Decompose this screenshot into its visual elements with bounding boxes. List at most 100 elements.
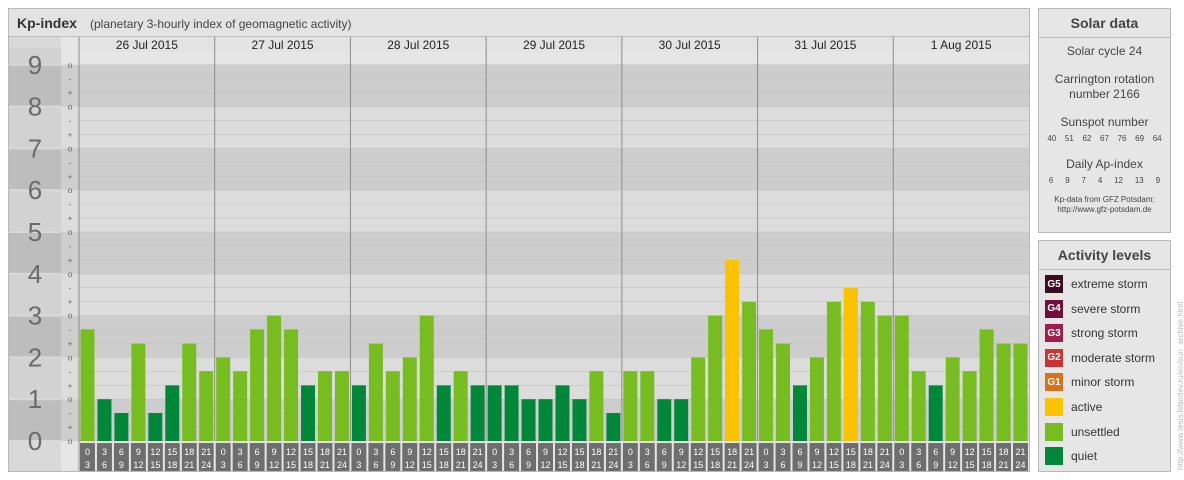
hour-start-label: 21 bbox=[1016, 447, 1026, 457]
legend-item-active: active bbox=[1045, 397, 1102, 417]
kp-bar bbox=[843, 287, 858, 441]
y-subtick-label: - bbox=[69, 200, 72, 209]
hour-start-label: 18 bbox=[591, 447, 601, 457]
kp-bar bbox=[233, 371, 248, 441]
y-subtick-label: - bbox=[69, 242, 72, 251]
hour-end-label: 9 bbox=[797, 460, 802, 470]
hour-end-label: 3 bbox=[899, 460, 904, 470]
legend-item-strong-storm: G3 strong storm bbox=[1045, 323, 1138, 343]
legend-item-unsettled: unsettled bbox=[1045, 422, 1120, 442]
y-label-cell bbox=[9, 233, 61, 273]
kp-bar bbox=[402, 357, 417, 441]
y-tick-label: 6 bbox=[28, 175, 42, 205]
hour-label-cell bbox=[436, 443, 452, 471]
hour-end-label: 12 bbox=[133, 460, 143, 470]
data-source-label: Kp-data from GFZ Potsdam: bbox=[1054, 195, 1155, 204]
hour-label-cell bbox=[894, 443, 910, 471]
kp-bar bbox=[623, 371, 638, 441]
kp-bar bbox=[589, 371, 604, 441]
hour-end-label: 15 bbox=[557, 460, 567, 470]
hour-end-label: 21 bbox=[184, 460, 194, 470]
hour-start-label: 12 bbox=[286, 447, 296, 457]
legend-label: extreme storm bbox=[1071, 277, 1148, 291]
y-subtick-label: o bbox=[68, 61, 73, 70]
kp-bar bbox=[334, 371, 349, 441]
kp-bar bbox=[267, 315, 282, 441]
hour-label-cell bbox=[555, 443, 570, 471]
hour-start-label: 9 bbox=[136, 447, 141, 457]
hour-end-label: 3 bbox=[628, 460, 633, 470]
hour-start-label: 6 bbox=[526, 447, 531, 457]
hour-start-label: 18 bbox=[999, 447, 1009, 457]
watermark-text: http://www.tesis.lebedev.ru/en/sun_archi… bbox=[1176, 301, 1184, 470]
ap-index-value: 4 bbox=[1097, 176, 1103, 185]
sunspot-value: 69 bbox=[1135, 134, 1145, 143]
hour-end-label: 3 bbox=[764, 460, 769, 470]
kp-bar bbox=[318, 371, 332, 441]
hour-end-label: 21 bbox=[591, 460, 601, 470]
hour-start-label: 0 bbox=[492, 447, 497, 457]
legend-swatch: G4 bbox=[1045, 299, 1063, 318]
hour-end-label: 3 bbox=[221, 460, 226, 470]
hour-label-cell bbox=[419, 443, 435, 471]
hour-start-label: 21 bbox=[608, 447, 618, 457]
legend-swatch: G1 bbox=[1045, 373, 1063, 392]
hour-start-label: 15 bbox=[574, 447, 584, 457]
hour-label-cell bbox=[113, 443, 129, 471]
hour-end-label: 9 bbox=[662, 460, 667, 470]
hour-label-cell bbox=[843, 443, 859, 471]
hour-end-label: 12 bbox=[676, 460, 686, 470]
hour-start-label: 9 bbox=[950, 447, 955, 457]
kp-bar bbox=[555, 385, 570, 441]
y-tick-label: 2 bbox=[28, 342, 42, 372]
hour-end-label: 24 bbox=[608, 460, 618, 470]
y-subtick-label: o bbox=[68, 353, 73, 362]
hour-start-label: 0 bbox=[899, 447, 904, 457]
kp-bar bbox=[725, 260, 740, 441]
hour-end-label: 15 bbox=[286, 460, 296, 470]
hour-label-cell bbox=[1013, 443, 1028, 471]
hour-end-label: 9 bbox=[390, 460, 395, 470]
kp-bar bbox=[114, 412, 129, 441]
y-tick-label: 0 bbox=[28, 426, 42, 456]
legend-item-moderate-storm: G2 moderate storm bbox=[1045, 348, 1155, 368]
hour-label-cell bbox=[758, 443, 774, 471]
hour-label-cell bbox=[249, 443, 265, 471]
legend-item-quiet: quiet bbox=[1045, 446, 1097, 466]
kp-bar bbox=[80, 329, 95, 441]
kp-bar bbox=[674, 399, 689, 441]
data-source-link[interactable]: http://www.gfz-potsdam.de bbox=[1057, 205, 1152, 214]
hour-start-label: 12 bbox=[693, 447, 703, 457]
hour-start-label: 15 bbox=[303, 447, 313, 457]
kp-bar bbox=[1013, 343, 1028, 441]
legend-label: moderate storm bbox=[1071, 350, 1156, 365]
hour-end-label: 15 bbox=[965, 460, 975, 470]
hour-start-label: 9 bbox=[272, 447, 277, 457]
y-tick-label: 1 bbox=[28, 384, 42, 414]
hour-label-cell bbox=[130, 443, 146, 471]
hour-end-label: 9 bbox=[526, 460, 531, 470]
kp-bar bbox=[793, 385, 807, 441]
hour-start-label: 12 bbox=[557, 447, 567, 457]
kp-bar bbox=[351, 385, 366, 441]
hour-start-label: 6 bbox=[255, 447, 260, 457]
sunspot-value: 62 bbox=[1082, 134, 1092, 143]
kp-bar bbox=[385, 371, 400, 441]
day-label: 31 Jul 2015 bbox=[794, 38, 856, 52]
carrington-rotation-label: Carrington rotation bbox=[1054, 72, 1155, 86]
day-label: 27 Jul 2015 bbox=[252, 38, 314, 52]
hour-end-label: 6 bbox=[645, 460, 650, 470]
hour-end-label: 24 bbox=[201, 460, 211, 470]
kp-bar bbox=[657, 399, 672, 441]
hour-end-label: 12 bbox=[948, 460, 958, 470]
legend-swatch bbox=[1045, 447, 1063, 466]
y-subtick-label: - bbox=[69, 326, 72, 335]
hour-label-cell bbox=[690, 443, 706, 471]
hour-end-label: 18 bbox=[303, 460, 313, 470]
kp-band bbox=[61, 148, 1029, 191]
kp-bar bbox=[250, 329, 265, 441]
hour-label-cell bbox=[962, 443, 978, 471]
ap-index-value: 13 bbox=[1134, 176, 1144, 185]
kp-bar bbox=[945, 357, 960, 441]
chart-subtitle: (planetary 3-hourly index of geomagnetic… bbox=[90, 17, 352, 31]
